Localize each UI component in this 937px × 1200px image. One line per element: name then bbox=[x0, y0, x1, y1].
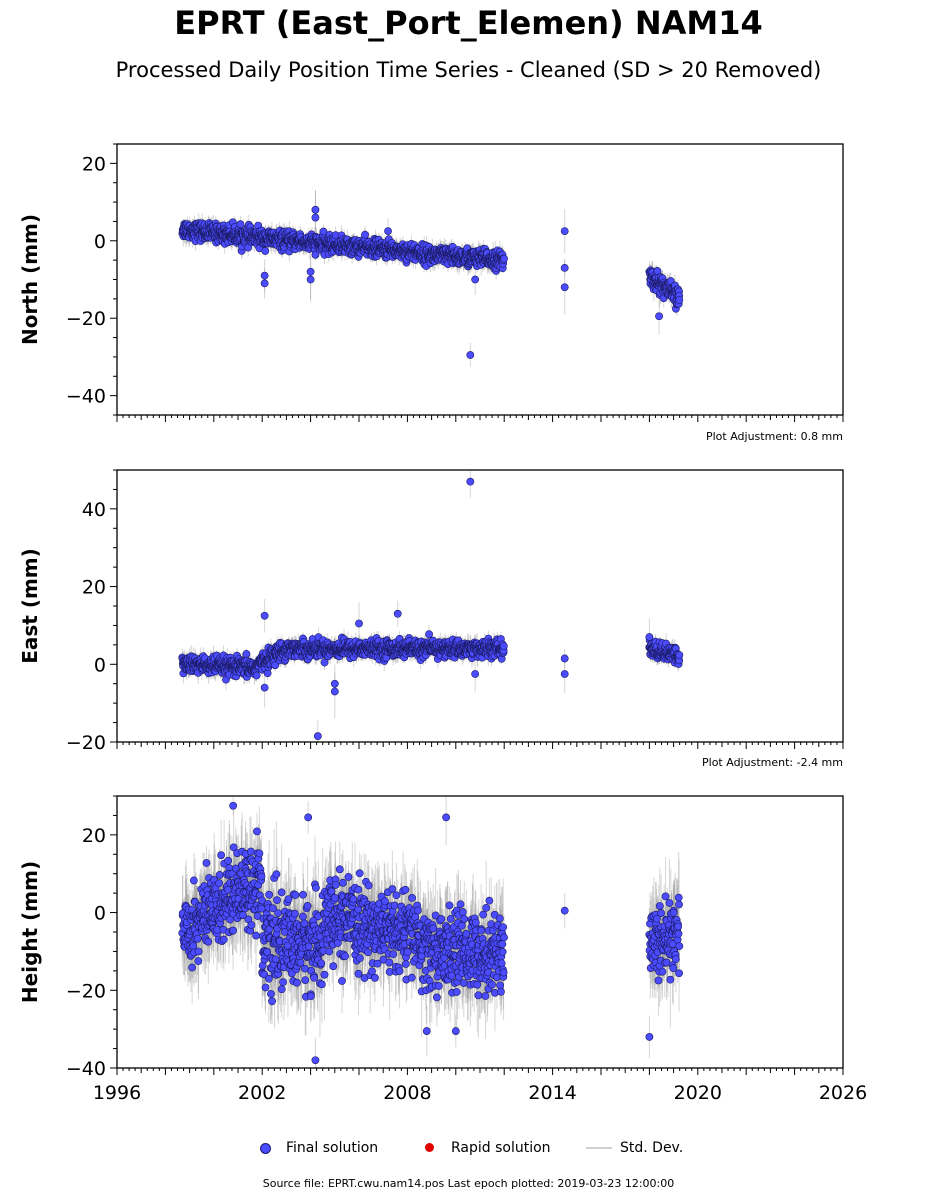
plot-area-1 bbox=[178, 190, 684, 368]
chart-title: EPRT (East_Port_Elemen) NAM14 bbox=[174, 4, 763, 42]
y-tick-label: 20 bbox=[82, 153, 106, 175]
data-point bbox=[306, 275, 315, 284]
y-tick-label: −20 bbox=[66, 308, 106, 330]
plot-area-2 bbox=[178, 470, 684, 742]
data-point bbox=[311, 205, 320, 214]
plot-adjustment-label: Plot Adjustment: 0.8 mm bbox=[706, 430, 843, 443]
data-point bbox=[675, 296, 684, 304]
data-point bbox=[320, 658, 329, 667]
data-point bbox=[655, 312, 663, 321]
plot-frame bbox=[116, 143, 844, 416]
data-point bbox=[471, 275, 480, 284]
data-point bbox=[311, 213, 320, 222]
y-tick-label: 0 bbox=[94, 231, 106, 253]
y-axis-label: North (mm) bbox=[18, 214, 42, 345]
data-point bbox=[384, 227, 392, 236]
data-point bbox=[560, 263, 569, 272]
data-point bbox=[560, 283, 569, 292]
data-point bbox=[252, 671, 261, 680]
data-point bbox=[242, 650, 251, 658]
data-point bbox=[306, 267, 315, 276]
data-point bbox=[466, 351, 475, 359]
data-point bbox=[260, 279, 269, 288]
data-point bbox=[261, 247, 270, 255]
panel-1: 20 0 −20 −40 North (mm) Plot Adjustment: 0.8 … bbox=[18, 143, 844, 443]
data-point bbox=[560, 227, 569, 236]
charts-canvas: 20 0 −20 −40 North (mm) Plot Adjustment: 0.8 … bbox=[18, 143, 867, 1104]
data-point bbox=[271, 661, 280, 670]
y-tick-label: −40 bbox=[66, 386, 106, 408]
chart-subtitle: Processed Daily Position Time Series - C… bbox=[115, 58, 822, 82]
data-point bbox=[260, 271, 269, 280]
data-point bbox=[236, 220, 245, 229]
data-point bbox=[311, 250, 320, 259]
data-point bbox=[361, 230, 369, 239]
data-point bbox=[500, 254, 508, 263]
